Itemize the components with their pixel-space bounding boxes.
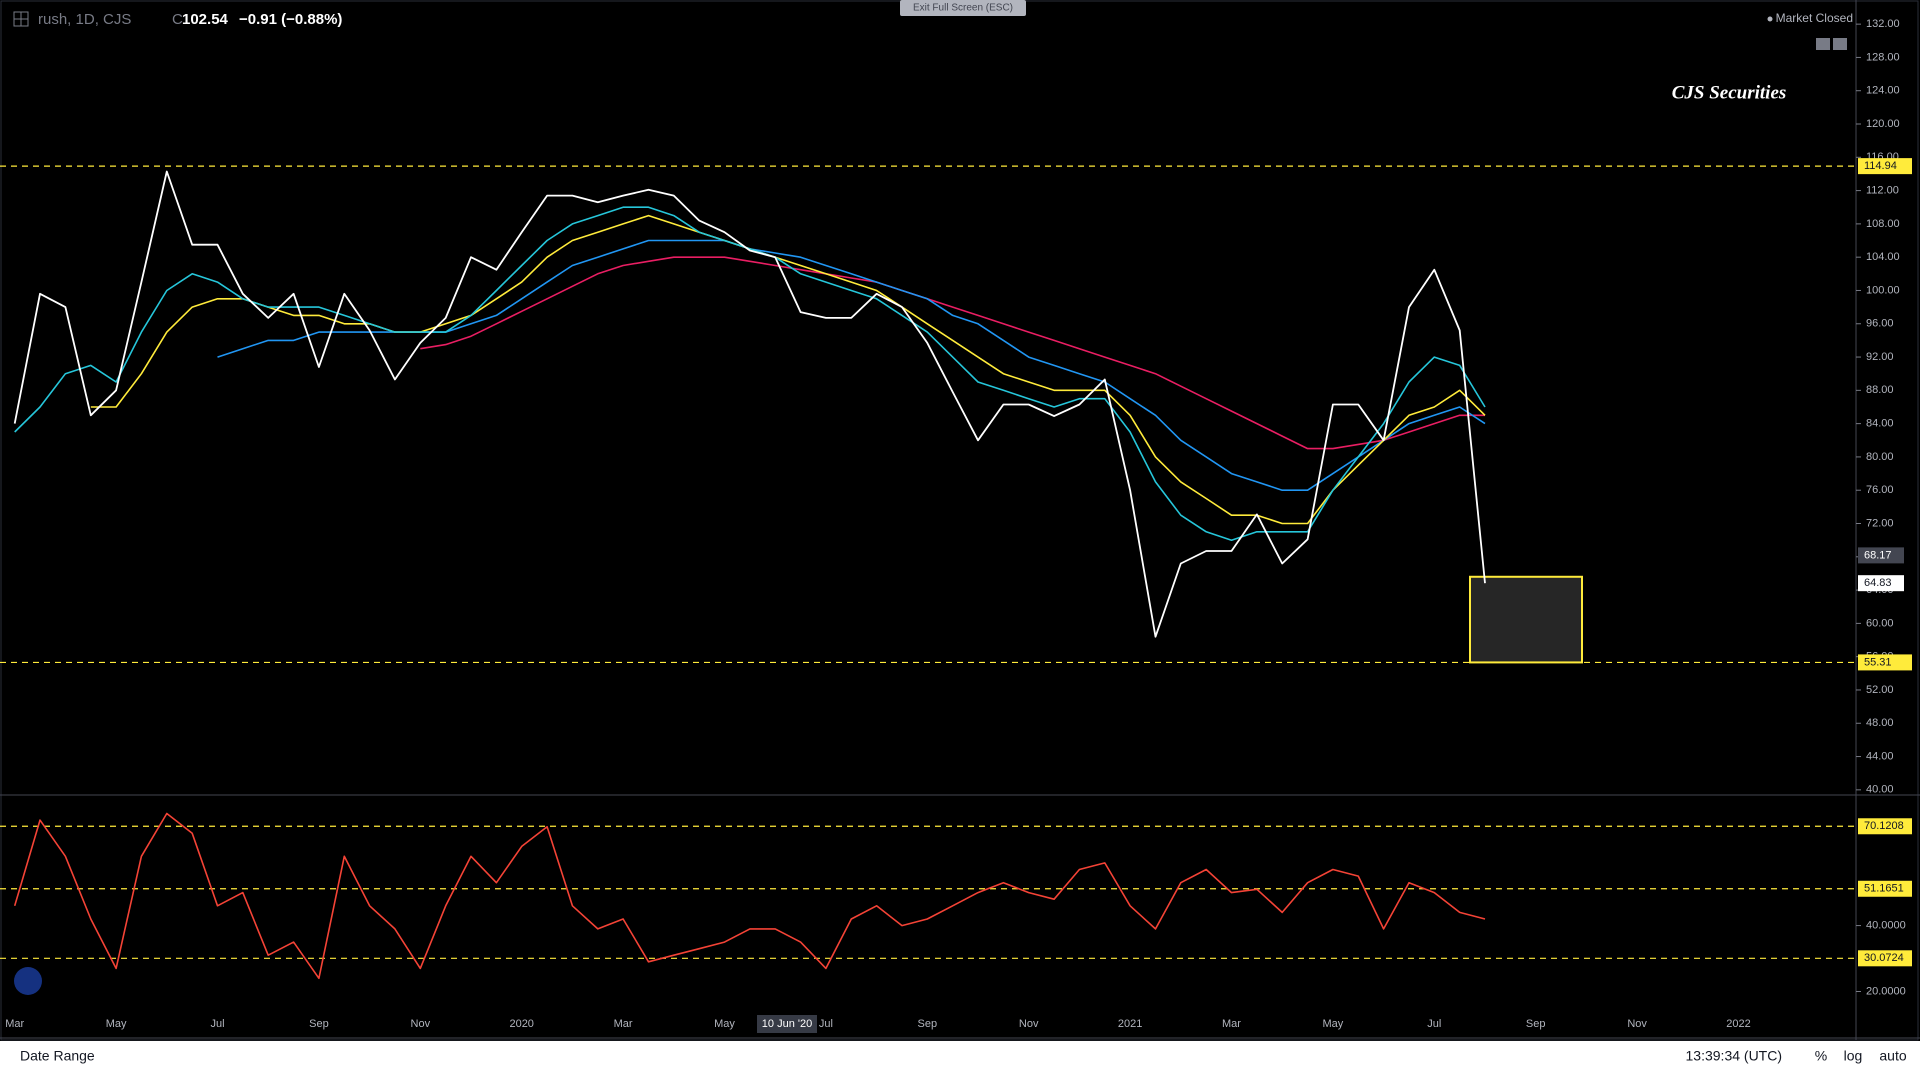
y-tick-label: 40.0000 <box>1866 919 1906 931</box>
x-tick-label: May <box>714 1018 735 1030</box>
line-label-bg <box>1858 818 1912 835</box>
auto-toggle[interactable]: auto <box>1879 1048 1906 1064</box>
y-tick-label: 48.00 <box>1866 717 1894 729</box>
x-tick-label: Sep <box>1526 1018 1546 1030</box>
price-label: 64.83 <box>1864 577 1892 589</box>
x-tick-label: Nov <box>411 1018 431 1030</box>
series-line <box>13 812 1486 980</box>
y-tick-label: 88.00 <box>1866 384 1894 396</box>
exit-button[interactable] <box>900 0 1026 16</box>
x-tick-label: Mar <box>1222 1018 1241 1030</box>
line-label-bg <box>1858 950 1912 967</box>
price-label-bg <box>1858 547 1904 564</box>
y-tick-label: 60.00 <box>1866 617 1894 629</box>
x-tick-label: Nov <box>1627 1018 1647 1030</box>
maximize-button[interactable] <box>1833 38 1847 50</box>
y-tick-label: 44.00 <box>1866 750 1894 762</box>
line-label: 70.1208 <box>1864 820 1904 832</box>
line-label-bg <box>1858 654 1912 671</box>
line-label: 30.0724 <box>1864 952 1904 964</box>
y-tick-label: 112.00 <box>1866 184 1899 196</box>
y-tick-label: 100.00 <box>1866 284 1900 296</box>
y-tick-label: 128.00 <box>1866 51 1900 63</box>
line-label: 55.31 <box>1864 656 1892 668</box>
series-line <box>90 214 1486 525</box>
x-tick-label: 2020 <box>509 1018 533 1030</box>
close-value: 102.54 <box>182 11 229 28</box>
change: −0.91 (−0.88%) <box>239 11 342 28</box>
y-tick-label: 80.00 <box>1866 451 1894 463</box>
y-tick-label: 40.00 <box>1866 784 1894 796</box>
y-tick-label: 84.00 <box>1866 418 1894 430</box>
footer-bar <box>0 1041 1920 1080</box>
crosshair-label-bg <box>757 1015 817 1033</box>
log-toggle[interactable]: log <box>1844 1048 1863 1064</box>
x-tick-label: May <box>106 1018 127 1030</box>
x-tick-label: Jul <box>210 1018 224 1030</box>
y-tick-label: 108.00 <box>1866 218 1900 230</box>
status-dot <box>1767 16 1773 22</box>
x-tick-label: Jul <box>1427 1018 1441 1030</box>
percent-toggle[interactable]: % <box>1815 1048 1827 1064</box>
x-tick-label: Mar <box>614 1018 633 1030</box>
line-label-bg <box>1858 158 1912 175</box>
line-label-bg <box>1858 880 1912 897</box>
price-label: 68.17 <box>1864 549 1892 561</box>
line-label: 114.94 <box>1864 160 1897 172</box>
price-label-bg <box>1858 575 1904 592</box>
x-tick-label: 2022 <box>1726 1018 1750 1030</box>
y-tick-label: 124.00 <box>1866 85 1900 97</box>
watermark: CJS Securities <box>1672 82 1787 103</box>
x-tick-label: Sep <box>309 1018 329 1030</box>
symbol[interactable]: rush, 1D, CJS <box>38 11 131 28</box>
y-tick-label: 72.00 <box>1866 517 1894 529</box>
clock: 13:39:34 (UTC) <box>1686 1048 1782 1064</box>
y-tick-label: 20.0000 <box>1866 985 1906 997</box>
y-tick-label: 120.00 <box>1866 118 1900 130</box>
series-line <box>420 256 1485 450</box>
close-label: C <box>172 11 183 28</box>
series-line <box>13 170 1486 638</box>
y-tick-label: 104.00 <box>1866 251 1900 263</box>
logo[interactable] <box>14 967 42 995</box>
market-status: Market Closed <box>1776 11 1853 25</box>
x-tick-label: May <box>1323 1018 1344 1030</box>
crosshair-label: 10 Jun '20 <box>762 1018 812 1030</box>
y-tick-label: 76.00 <box>1866 484 1894 496</box>
x-tick-label: Mar <box>5 1018 24 1030</box>
x-tick-label: 2021 <box>1118 1018 1142 1030</box>
exit-button-text[interactable]: Exit Full Screen (ESC) <box>913 3 1013 14</box>
highlight-box <box>1469 575 1583 664</box>
y-tick-label: 132.00 <box>1866 18 1900 30</box>
y-tick-label: 92.00 <box>1866 351 1894 363</box>
x-tick-label: Nov <box>1019 1018 1039 1030</box>
collapse-button[interactable] <box>1816 38 1830 50</box>
y-tick-label: 96.00 <box>1866 318 1894 330</box>
x-tick-label: Sep <box>918 1018 938 1030</box>
y-tick-label: 52.00 <box>1866 684 1894 696</box>
line-label: 51.1651 <box>1864 883 1904 895</box>
date-range[interactable]: Date Range <box>20 1048 95 1064</box>
plot-area: 40.0044.0048.0052.0056.0060.0064.0068.00… <box>0 18 1912 1033</box>
x-tick-label: Jul <box>819 1018 833 1030</box>
